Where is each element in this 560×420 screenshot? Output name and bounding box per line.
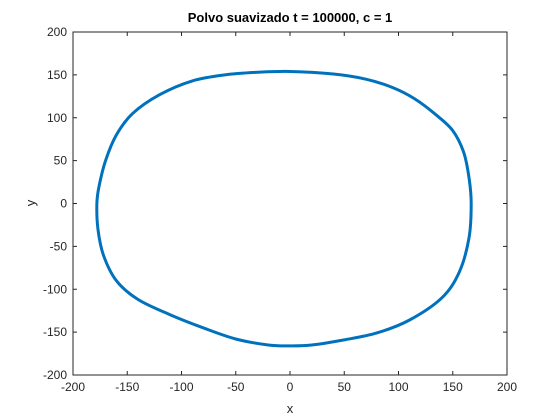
x-tick-label: -200 — [61, 380, 85, 394]
x-tick-label: -50 — [227, 380, 245, 394]
series-curve — [95, 69, 473, 348]
y-tick-label: -200 — [43, 368, 67, 382]
y-tick-label: -50 — [50, 239, 68, 253]
y-tick-label: 0 — [60, 197, 67, 211]
plot-box — [72, 31, 508, 376]
y-tick-label: 200 — [47, 25, 67, 39]
y-axis-label: y — [23, 199, 38, 206]
y-tick-label: 150 — [47, 68, 67, 82]
x-tick-label: 200 — [497, 380, 517, 394]
y-tick-label: 50 — [54, 154, 68, 168]
y-tick-label: 100 — [47, 111, 67, 125]
x-tick-label: -100 — [169, 380, 193, 394]
x-tick-label: -150 — [115, 380, 139, 394]
x-tick-label: 50 — [338, 380, 352, 394]
chart-title: Polvo suavizado t = 100000, c = 1 — [188, 10, 393, 25]
x-axis-label: x — [287, 401, 294, 416]
x-tick-label: 0 — [287, 380, 294, 394]
axis-ticks: -200 -150 -100 -50 0 50 100 150 200 -200 -150 -100 -… — [43, 25, 517, 394]
x-tick-label: 100 — [388, 380, 408, 394]
y-tick-label: -150 — [43, 325, 67, 339]
y-tick-label: -100 — [43, 282, 67, 296]
x-tick-label: 150 — [443, 380, 463, 394]
